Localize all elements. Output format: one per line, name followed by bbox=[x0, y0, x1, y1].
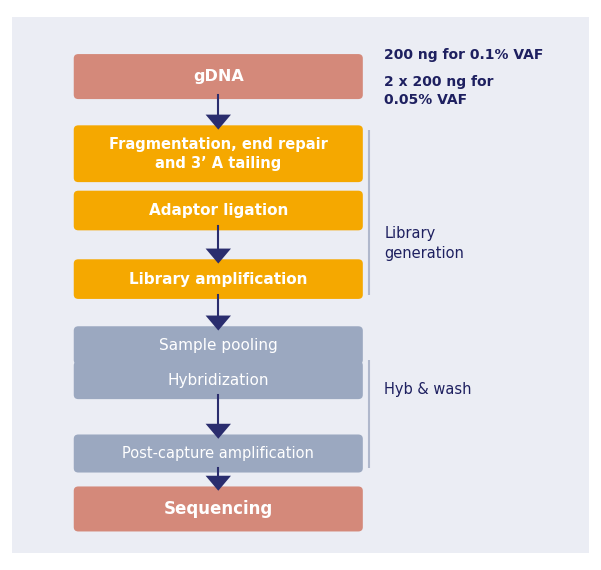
Polygon shape bbox=[206, 476, 231, 491]
Polygon shape bbox=[206, 115, 231, 129]
FancyBboxPatch shape bbox=[74, 125, 363, 182]
FancyBboxPatch shape bbox=[74, 361, 363, 399]
FancyBboxPatch shape bbox=[74, 326, 363, 364]
Text: Library
generation: Library generation bbox=[384, 226, 464, 261]
Text: Post-capture amplification: Post-capture amplification bbox=[123, 446, 314, 461]
FancyBboxPatch shape bbox=[74, 54, 363, 99]
FancyBboxPatch shape bbox=[74, 259, 363, 299]
Text: Library amplification: Library amplification bbox=[129, 272, 308, 287]
Text: Fragmentation, end repair
and 3’ A tailing: Fragmentation, end repair and 3’ A taili… bbox=[109, 137, 328, 170]
Text: 200 ng for 0.1% VAF: 200 ng for 0.1% VAF bbox=[384, 48, 543, 62]
Text: Sequencing: Sequencing bbox=[163, 500, 273, 518]
Polygon shape bbox=[206, 316, 231, 331]
Text: Hybridization: Hybridization bbox=[168, 373, 269, 388]
FancyBboxPatch shape bbox=[12, 17, 589, 553]
Text: gDNA: gDNA bbox=[193, 69, 243, 84]
FancyBboxPatch shape bbox=[74, 486, 363, 531]
Polygon shape bbox=[206, 424, 231, 439]
Text: Hyb & wash: Hyb & wash bbox=[384, 382, 472, 397]
Text: Adaptor ligation: Adaptor ligation bbox=[148, 203, 288, 218]
Text: Sample pooling: Sample pooling bbox=[159, 338, 278, 353]
Polygon shape bbox=[206, 249, 231, 263]
FancyBboxPatch shape bbox=[74, 191, 363, 230]
Text: 2 x 200 ng for
0.05% VAF: 2 x 200 ng for 0.05% VAF bbox=[384, 75, 493, 107]
FancyBboxPatch shape bbox=[74, 434, 363, 473]
